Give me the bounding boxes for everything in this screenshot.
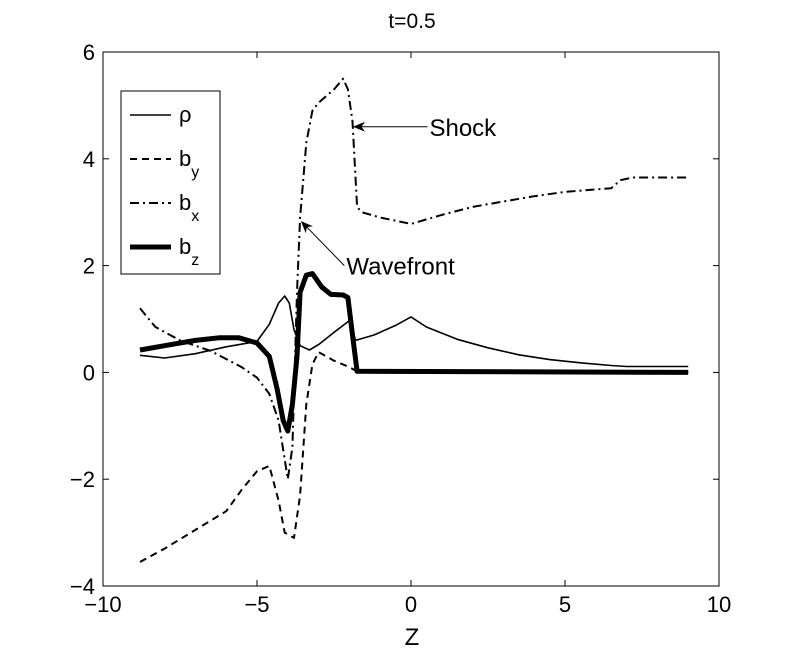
legend-label: ρ <box>179 102 192 127</box>
x-tick-label: 10 <box>707 592 731 617</box>
y-tick-label: 4 <box>83 147 95 172</box>
x-tick-label: −10 <box>84 592 121 617</box>
legend-box <box>120 90 221 275</box>
y-tick-label: 6 <box>83 40 95 65</box>
annotation-arrow <box>300 221 345 266</box>
y-tick-label: 2 <box>83 254 95 279</box>
x-axis-label: Z <box>405 624 420 651</box>
series-line-bx <box>139 77 689 481</box>
y-tick-label: −4 <box>70 574 95 599</box>
x-tick-label: 0 <box>405 592 417 617</box>
y-tick-label: −2 <box>70 467 95 492</box>
x-tick-label: 5 <box>559 592 571 617</box>
x-tick-label: −5 <box>244 592 269 617</box>
series-line-ρ <box>139 295 689 368</box>
series-line-bz <box>139 271 689 434</box>
axis-ticks: −10 −5 0 5 10 −4 −2 0 2 4 6 <box>70 40 731 617</box>
chart-title: t=0.5 <box>388 10 435 33</box>
series-line-by <box>139 351 689 563</box>
y-tick-label: 0 <box>83 360 95 385</box>
annotation-label: Shock <box>429 115 497 142</box>
annotation-label: Wavefront <box>346 254 455 281</box>
series-lines <box>139 77 689 563</box>
annotations: Shock Wavefront <box>300 115 497 281</box>
